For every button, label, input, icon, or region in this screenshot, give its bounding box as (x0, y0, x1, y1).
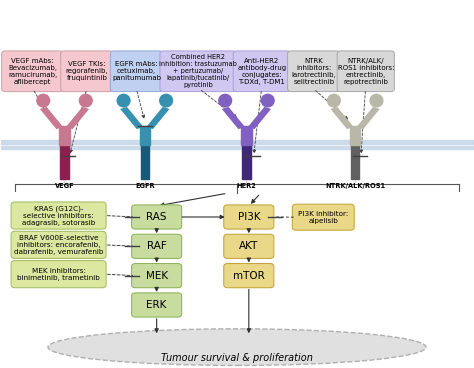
FancyBboxPatch shape (337, 51, 394, 92)
Ellipse shape (79, 93, 93, 107)
FancyBboxPatch shape (132, 234, 182, 258)
Ellipse shape (117, 93, 131, 107)
Text: RAF: RAF (147, 241, 166, 251)
FancyBboxPatch shape (11, 261, 106, 288)
FancyBboxPatch shape (110, 51, 163, 92)
Polygon shape (356, 107, 380, 129)
FancyBboxPatch shape (61, 51, 113, 92)
FancyBboxPatch shape (132, 293, 182, 317)
Polygon shape (222, 107, 245, 129)
Text: RAS: RAS (146, 212, 167, 222)
Text: mTOR: mTOR (233, 270, 264, 281)
Polygon shape (330, 107, 354, 129)
Text: PI3K inhibitor:
alpelisib: PI3K inhibitor: alpelisib (298, 210, 348, 224)
Text: EGFR mAbs:
cetuximab,
panitumumab: EGFR mAbs: cetuximab, panitumumab (112, 61, 161, 81)
Text: NTRK/ALK/
ROS1 inhibitors:
entrectinib,
repotrectinib: NTRK/ALK/ ROS1 inhibitors: entrectinib, … (337, 58, 394, 85)
Polygon shape (120, 107, 144, 129)
Text: BRAF V600E-selective
inhibitors: encorafenib,
dabrafenib, vemurafenib: BRAF V600E-selective inhibitors: encoraf… (14, 235, 103, 255)
Text: AKT: AKT (239, 241, 258, 251)
FancyBboxPatch shape (1, 51, 64, 92)
Polygon shape (248, 107, 271, 129)
Ellipse shape (327, 93, 341, 107)
FancyBboxPatch shape (11, 231, 106, 258)
Text: KRAS (G12C)-
selective inhibitors:
adagrasib, sotorasib: KRAS (G12C)- selective inhibitors: adagr… (22, 205, 95, 226)
Text: VEGF mAbs:
Bevacizumab,
ramucirumab,
aflibercept: VEGF mAbs: Bevacizumab, ramucirumab, afl… (8, 58, 57, 85)
Ellipse shape (36, 93, 50, 107)
Ellipse shape (369, 93, 383, 107)
Ellipse shape (218, 93, 232, 107)
Text: Anti-HER2
antibody-drug
conjugates:
T-DXd, T-DM1: Anti-HER2 antibody-drug conjugates: T-DX… (237, 58, 286, 85)
Polygon shape (40, 107, 63, 129)
FancyBboxPatch shape (132, 263, 182, 288)
Text: PI3K: PI3K (237, 212, 260, 222)
FancyBboxPatch shape (288, 51, 340, 92)
Text: NTRK
inhibitors:
larotrectinib,
selitrectinib: NTRK inhibitors: larotrectinib, selitrec… (292, 58, 336, 85)
FancyBboxPatch shape (233, 51, 291, 92)
Ellipse shape (261, 93, 275, 107)
FancyBboxPatch shape (132, 205, 182, 229)
FancyBboxPatch shape (292, 204, 354, 230)
Text: HER2: HER2 (237, 183, 256, 189)
FancyBboxPatch shape (224, 263, 274, 288)
FancyBboxPatch shape (224, 234, 274, 258)
Text: EGFR: EGFR (135, 183, 155, 189)
Text: VEGF TKIs:
regorafenib,
fruquintinib: VEGF TKIs: regorafenib, fruquintinib (65, 61, 108, 81)
Text: Combined HER2
inhibition: trastuzumab
+ pertuzumab/
lapatinib/tucatinib/
pyrotin: Combined HER2 inhibition: trastuzumab + … (159, 54, 237, 88)
Text: NTRK/ALK/ROS1: NTRK/ALK/ROS1 (325, 183, 385, 189)
Text: ERK: ERK (146, 300, 167, 310)
FancyBboxPatch shape (11, 202, 106, 229)
FancyBboxPatch shape (160, 51, 236, 92)
Polygon shape (146, 107, 170, 129)
Ellipse shape (48, 329, 426, 365)
Text: VEGF: VEGF (55, 183, 74, 189)
Polygon shape (66, 107, 89, 129)
FancyBboxPatch shape (224, 205, 274, 229)
Text: MEK inhibitors:
binimetinib, trametinib: MEK inhibitors: binimetinib, trametinib (17, 268, 100, 281)
Text: MEK: MEK (146, 270, 168, 281)
Text: Tumour survival & proliferation: Tumour survival & proliferation (161, 353, 313, 363)
Ellipse shape (159, 93, 173, 107)
